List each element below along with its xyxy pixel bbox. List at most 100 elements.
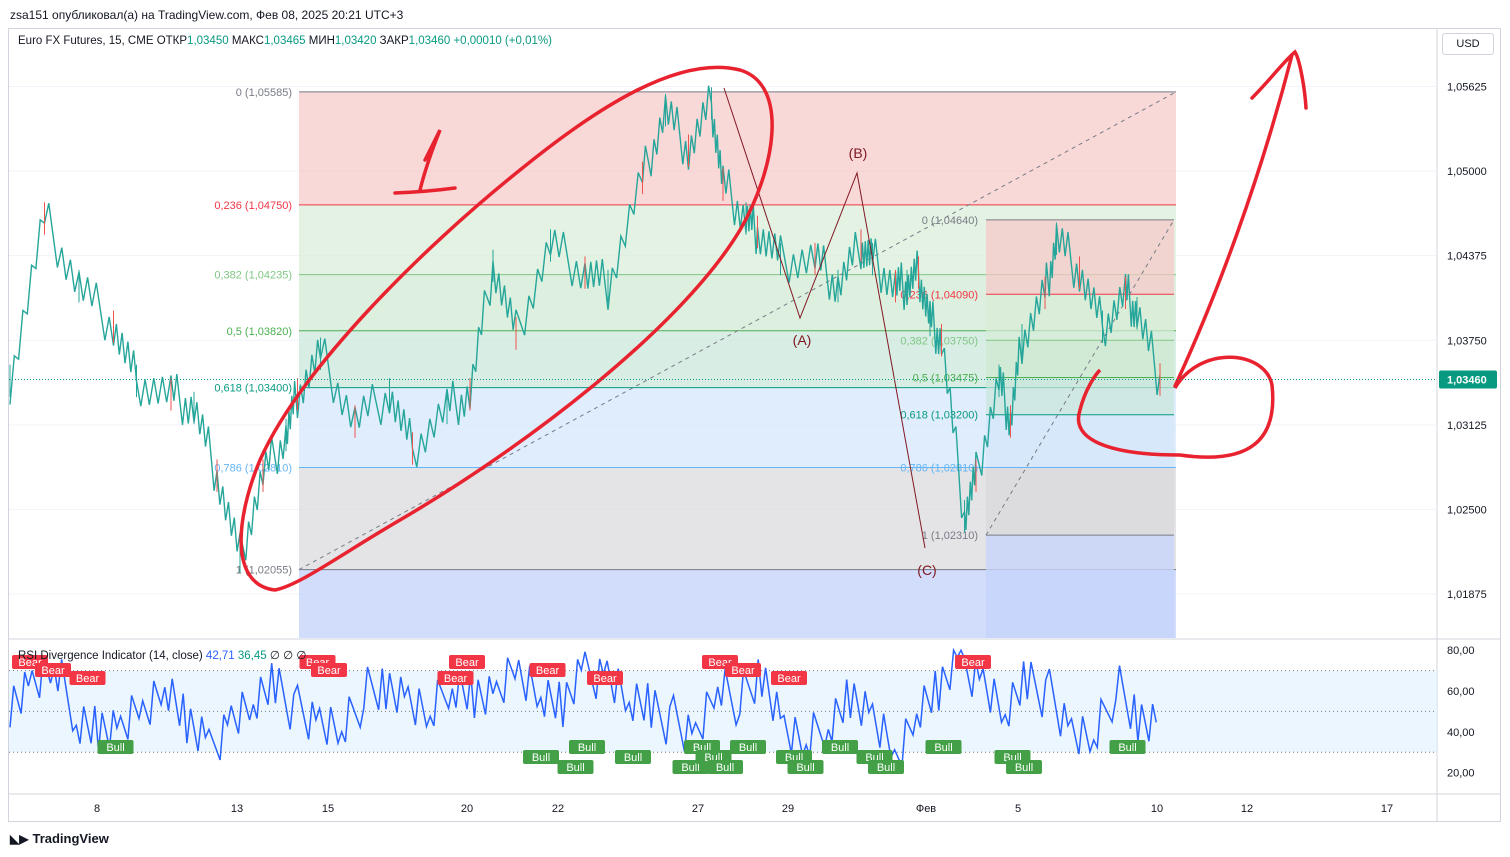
rsi-tick-label: 20,00 [1447, 768, 1475, 780]
bull-signal-badge [615, 750, 651, 764]
wave-label-a: (A) [793, 332, 812, 348]
time-tick-label: 10 [1151, 803, 1163, 815]
bull-signal-label: Bull [1015, 762, 1033, 774]
bull-signal-label: Bull [716, 762, 734, 774]
fib-big-trend-line [298, 91, 1177, 571]
wave-one-ellipse [239, 65, 774, 592]
fib-small-zone [986, 340, 1174, 378]
price-tick-label: 1,05000 [1447, 166, 1487, 178]
bull-signal-label: Bull [796, 762, 814, 774]
bull-signal-badge [787, 760, 824, 774]
rsi-value-1: 42,71 [205, 650, 235, 662]
bear-signal-badge [771, 671, 807, 685]
time-tick-label: 27 [692, 803, 704, 815]
price-tick-label: 1,01875 [1447, 589, 1487, 601]
rsi-tick-label: 80,00 [1447, 645, 1475, 657]
low-value: 1,03420 [334, 35, 377, 47]
close-value: 1,03460 [408, 35, 451, 47]
time-tick-label: 13 [231, 803, 243, 815]
fib-big-level-label: 0,5 (1,03820) [227, 326, 292, 338]
current-price-badge [1439, 370, 1497, 389]
fib-small-level-label: 0,236 (1,04090) [900, 289, 978, 301]
rsi-name[interactable]: RSI Divergence Indicator (14, close) [18, 650, 203, 662]
change-value: +0,00010 (+0,01%) [453, 35, 552, 47]
wave-label-b: (B) [849, 145, 868, 161]
tv-logo-icon: ◣▶ [10, 832, 29, 846]
bear-signal-badge [725, 663, 761, 677]
bear-signal-label: Bear [455, 657, 479, 669]
upside-arrow [1173, 49, 1308, 388]
bear-signal-label: Bear [961, 657, 985, 669]
bull-signal-badge [569, 740, 605, 754]
bear-signal-label: Bear [536, 665, 560, 677]
fib-big-level-label: 0,618 (1,03400) [214, 383, 292, 395]
bear-signal-badge [69, 671, 106, 685]
bull-signal-label: Bull [106, 742, 124, 754]
price-tick-label: 1,05625 [1447, 82, 1487, 94]
time-tick-label: 15 [322, 803, 334, 815]
bull-signal-label: Bull [681, 762, 699, 774]
time-tick-label: 20 [461, 803, 473, 815]
bear-signal-label: Bear [444, 673, 468, 685]
bull-signal-badge [523, 750, 559, 764]
time-tick-label: 5 [1015, 803, 1021, 815]
fib-small-level-label: 0,618 (1,03200) [900, 410, 978, 422]
symbol-legend: Euro FX Futures, 15, CME ОТКР1,03450 МАК… [18, 35, 552, 47]
fib-big-level-label: 0,786 (1,02810) [214, 462, 292, 474]
high-value: 1,03465 [263, 35, 306, 47]
wave-one-mark [393, 129, 457, 195]
bull-signal-badge [1006, 760, 1042, 774]
symbol-name[interactable]: Euro FX Futures, 15, CME [18, 35, 154, 47]
bull-signal-label: Bull [624, 752, 642, 764]
bear-signal-badge [955, 655, 991, 669]
price-tick-label: 1,03125 [1447, 420, 1487, 432]
currency-button[interactable]: USD [1442, 33, 1494, 55]
bull-signal-label: Bull [1118, 742, 1136, 754]
bull-signal-badge [822, 740, 858, 754]
fib-small-zone [986, 467, 1174, 536]
publisher-text: zsa151 опубликовал(а) на TradingView.com… [10, 8, 404, 22]
bear-signal-badge [35, 663, 71, 677]
fib-small-level-label: 0 (1,04640) [922, 215, 978, 227]
wave-one-label: 1 [0, 0, 1, 1]
bear-signal-label: Bear [76, 673, 100, 685]
current-price-label: 1,03460 [1447, 375, 1487, 387]
target-zone-ellipse [1076, 355, 1275, 459]
time-tick-label: Фев [916, 803, 936, 815]
price-series-line [9, 85, 1161, 561]
brand-text: TradingView [32, 831, 109, 846]
time-tick-label: 29 [782, 803, 794, 815]
high-label: МАКС [231, 35, 264, 47]
open-value: 1,03450 [187, 35, 229, 47]
time-tick-label: 8 [94, 803, 100, 815]
bear-signal-label: Bear [593, 673, 617, 685]
bull-signal-badge [707, 760, 743, 774]
time-tick-label: 12 [1241, 803, 1253, 815]
tradingview-logo[interactable]: ◣▶ TradingView [10, 831, 109, 846]
wave-label-c: (C) [917, 562, 936, 578]
fib-small-level-label: 1 (1,02310) [922, 530, 978, 542]
price-tick-label: 1,04375 [1447, 251, 1487, 263]
rsi-flags: ∅ ∅ ∅ [269, 650, 307, 662]
open-label: ОТКР [156, 35, 188, 47]
fib-big-level-label: 0,236 (1,04750) [214, 200, 292, 212]
close-label: ЗАКР [379, 35, 409, 47]
fib-small-extension-zone [986, 535, 1174, 638]
rsi-value-2: 36,45 [237, 650, 267, 662]
fib-big-level-label: 0,382 (1,04235) [214, 270, 292, 282]
bull-signal-label: Bull [566, 762, 584, 774]
fib-big-level-label: 0 (1,05585) [236, 87, 292, 99]
bear-signal-label: Bear [317, 665, 341, 677]
bull-signal-label: Bull [532, 752, 550, 764]
bull-signal-label: Bull [877, 762, 895, 774]
price-tick-label: 1,02500 [1447, 504, 1487, 516]
bear-signal-badge [437, 671, 474, 685]
bear-signal-badge [311, 663, 347, 677]
time-tick-label: 22 [552, 803, 564, 815]
bear-signal-badge [529, 663, 566, 677]
bull-signal-badge [868, 760, 904, 774]
bull-signal-badge [1109, 740, 1146, 754]
bear-signal-label: Bear [731, 665, 755, 677]
bear-signal-badge [449, 655, 485, 669]
